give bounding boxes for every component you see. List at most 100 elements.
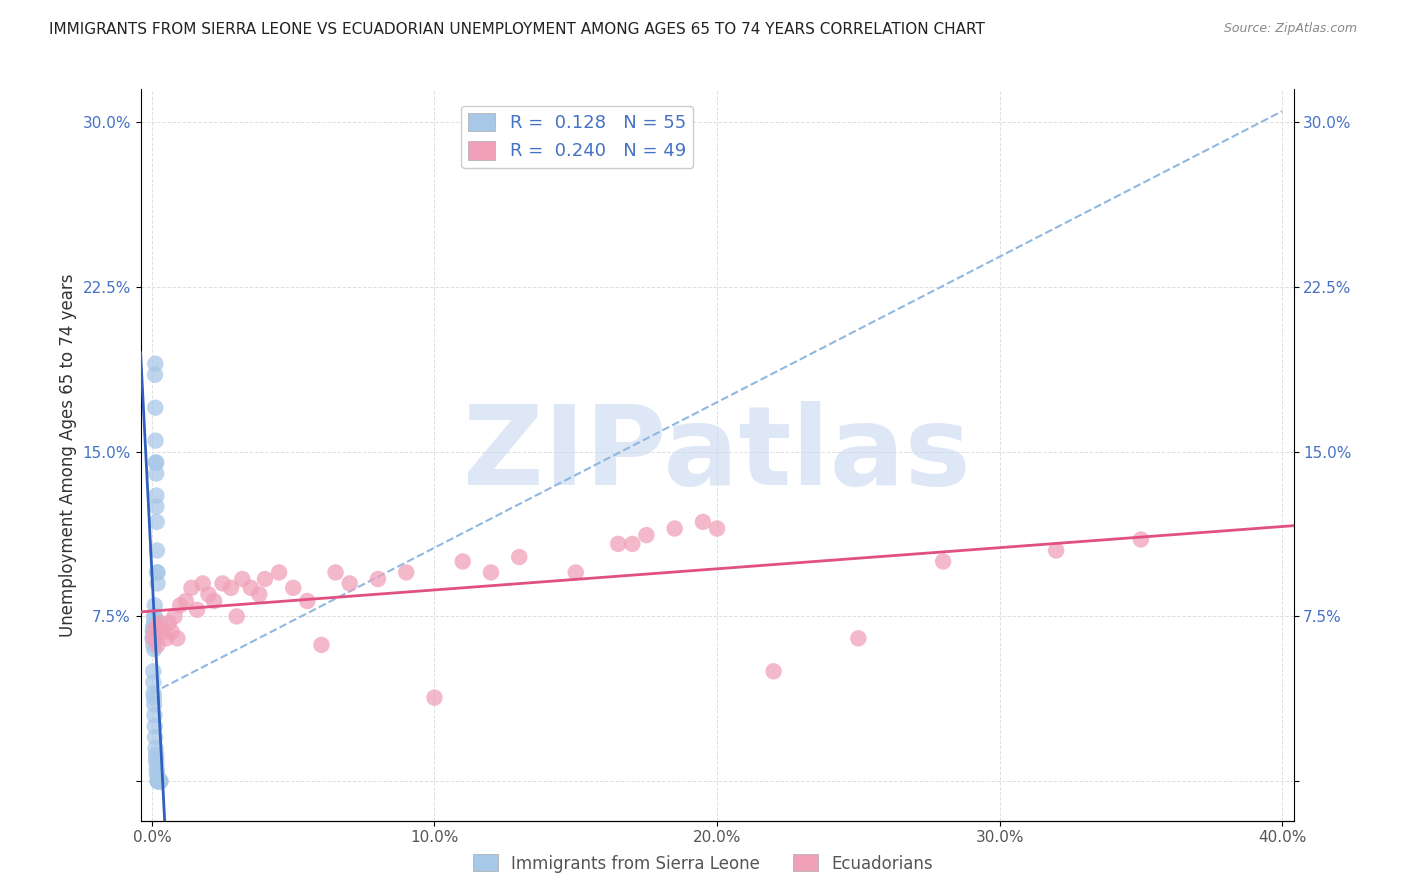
Point — [146, 767, 169, 781]
Point — [339, 576, 361, 591]
Point — [146, 774, 169, 789]
Point — [143, 401, 166, 415]
Point — [211, 576, 233, 591]
Point — [143, 609, 166, 624]
Point — [565, 566, 588, 580]
Point — [146, 576, 169, 591]
Point — [142, 638, 165, 652]
Point — [143, 615, 166, 630]
Text: Source: ZipAtlas.com: Source: ZipAtlas.com — [1223, 22, 1357, 36]
Point — [367, 572, 389, 586]
Point — [142, 632, 165, 646]
Point — [145, 500, 167, 514]
Point — [148, 774, 170, 789]
Point — [846, 632, 869, 646]
Point — [148, 774, 170, 789]
Point — [143, 357, 166, 371]
Point — [145, 756, 167, 771]
Point — [143, 599, 166, 613]
Point — [325, 566, 347, 580]
Point — [143, 624, 166, 639]
Y-axis label: Unemployment Among Ages 65 to 74 years: Unemployment Among Ages 65 to 74 years — [59, 273, 77, 637]
Point — [142, 686, 165, 700]
Point — [219, 581, 242, 595]
Point — [152, 624, 174, 639]
Point — [145, 620, 167, 634]
Point — [202, 594, 225, 608]
Point — [141, 632, 163, 646]
Point — [148, 774, 170, 789]
Point — [146, 774, 169, 789]
Point — [143, 368, 166, 382]
Point — [180, 581, 202, 595]
Point — [169, 599, 191, 613]
Point — [636, 528, 658, 542]
Point — [142, 675, 165, 690]
Text: ZIPatlas: ZIPatlas — [463, 401, 972, 508]
Point — [145, 434, 167, 448]
Point — [166, 632, 188, 646]
Point — [508, 550, 530, 565]
Point — [142, 620, 165, 634]
Point — [146, 566, 169, 580]
Point — [149, 615, 172, 630]
Point — [247, 587, 270, 601]
Point — [145, 456, 167, 470]
Point — [146, 543, 169, 558]
Point — [145, 515, 167, 529]
Point — [479, 566, 502, 580]
Point — [145, 752, 167, 766]
Point — [231, 572, 253, 586]
Point — [145, 763, 167, 777]
Point — [142, 624, 165, 639]
Point — [395, 566, 418, 580]
Point — [607, 537, 630, 551]
Point — [142, 690, 165, 705]
Point — [143, 632, 166, 646]
Point — [155, 632, 177, 646]
Point — [142, 632, 165, 646]
Point — [146, 566, 169, 580]
Point — [163, 609, 186, 624]
Point — [142, 609, 165, 624]
Point — [423, 690, 446, 705]
Legend: R =  0.128   N = 55, R =  0.240   N = 49: R = 0.128 N = 55, R = 0.240 N = 49 — [461, 105, 693, 168]
Point — [149, 774, 172, 789]
Point — [143, 730, 166, 744]
Point — [283, 581, 305, 595]
Point — [143, 697, 166, 711]
Point — [762, 665, 785, 679]
Point — [197, 587, 219, 601]
Point — [143, 642, 166, 657]
Point — [149, 774, 172, 789]
Point — [145, 467, 167, 481]
Point — [142, 620, 165, 634]
Point — [145, 456, 167, 470]
Point — [692, 515, 714, 529]
Point — [142, 665, 165, 679]
Point — [142, 632, 165, 646]
Point — [143, 624, 166, 639]
Point — [186, 603, 208, 617]
Point — [143, 615, 166, 630]
Point — [160, 624, 183, 639]
Point — [148, 774, 170, 789]
Point — [157, 615, 180, 630]
Point — [142, 624, 165, 639]
Point — [1045, 543, 1067, 558]
Point — [932, 554, 955, 568]
Point — [148, 774, 170, 789]
Point — [1129, 533, 1152, 547]
Point — [145, 741, 167, 756]
Point — [225, 609, 247, 624]
Point — [143, 708, 166, 723]
Point — [174, 594, 197, 608]
Point — [191, 576, 214, 591]
Point — [146, 638, 169, 652]
Point — [149, 774, 172, 789]
Point — [145, 747, 167, 762]
Point — [239, 581, 262, 595]
Point — [267, 566, 290, 580]
Point — [145, 489, 167, 503]
Point — [311, 638, 333, 652]
